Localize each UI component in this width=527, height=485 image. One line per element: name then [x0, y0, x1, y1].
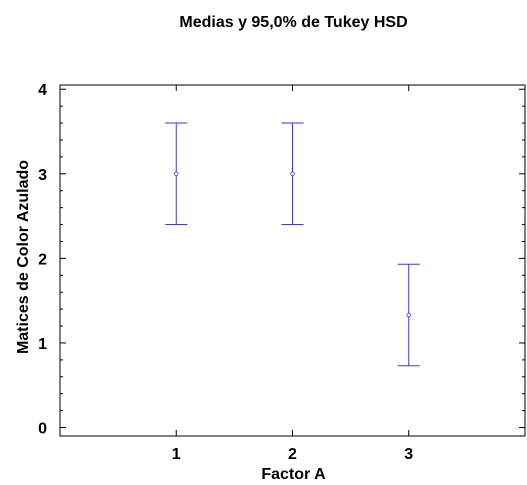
y-tick-label: 1	[38, 336, 47, 353]
mean-point	[406, 312, 411, 318]
x-tick-label: 1	[172, 446, 181, 463]
mean-point	[174, 171, 179, 177]
x-tick-label: 2	[288, 446, 297, 463]
y-axis-ticks: 0 1 2 3 4	[38, 82, 525, 438]
x-tick-label: 3	[404, 446, 413, 463]
y-tick-label: 0	[38, 421, 47, 438]
x-axis-label: Factor A	[261, 466, 326, 483]
x-axis-ticks: 1 2 3	[172, 85, 413, 463]
y-axis-label: Matices de Color Azulado	[15, 159, 32, 355]
interval-marks	[165, 122, 420, 367]
y-tick-label: 3	[38, 167, 47, 184]
mean-point	[290, 171, 295, 177]
y-tick-label: 4	[38, 82, 47, 99]
chart-title: Medias y 95,0% de Tukey HSD	[179, 14, 408, 31]
y-tick-label: 2	[38, 251, 47, 268]
